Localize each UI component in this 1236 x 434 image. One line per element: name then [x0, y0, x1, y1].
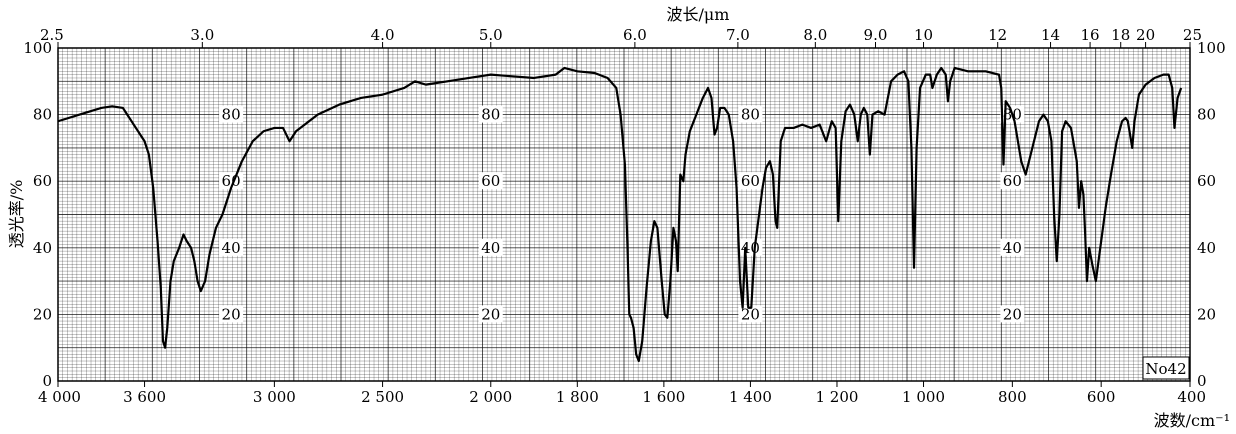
inner-label: 40	[741, 239, 760, 257]
bottom-tick-label: 2 500	[361, 388, 404, 406]
inner-label-bg	[738, 172, 763, 190]
bottom-tick-label: 400	[1177, 388, 1206, 406]
top-tick-label: 16	[1081, 26, 1100, 44]
spectrum-line	[57, 66, 1183, 363]
inner-label: 60	[1003, 172, 1022, 190]
right-tick-label: 80	[1197, 106, 1216, 124]
inner-label: 40	[481, 239, 500, 257]
top-tick-label: 8.0	[803, 26, 827, 44]
inner-label: 20	[741, 305, 760, 323]
left-tick-label: 60	[33, 172, 52, 190]
bottom-axis-ticks: 4 000 3 600 3 000 2 500 2 000 1 800 1 600 1 400…	[38, 381, 1206, 406]
inner-label-bg	[219, 172, 244, 190]
top-tick-label: 10	[914, 26, 933, 44]
left-axis-ticks: 0 20 40 60 80 100	[23, 39, 52, 390]
bottom-tick-label: 1 800	[556, 388, 599, 406]
top-axis-ticks: 2.5 3.0 4.0 5.0 6.0 7.0 8.0 9.0 10 12 14 16 18 20 25	[40, 26, 1202, 48]
inner-label-bg	[478, 238, 503, 256]
sample-id: No42	[1145, 360, 1186, 378]
top-tick-label: 3.0	[190, 26, 214, 44]
inner-label: 60	[741, 172, 760, 190]
right-tick-label: 0	[1197, 372, 1207, 390]
left-axis-title: 透光率/%	[7, 180, 26, 249]
top-tick-label: 12	[988, 26, 1007, 44]
right-tick-label: 60	[1197, 172, 1216, 190]
inner-label-bg	[478, 105, 503, 123]
top-tick-label: 4.0	[371, 26, 395, 44]
inner-label: 40	[222, 239, 241, 257]
inner-label-bg	[478, 172, 503, 190]
top-tick-label: 20	[1136, 26, 1155, 44]
inner-label-bg	[219, 305, 244, 323]
bottom-axis-title: 波数/cm⁻¹	[1154, 411, 1230, 430]
inner-label-bg	[1000, 172, 1025, 190]
bottom-tick-label: 800	[998, 388, 1027, 406]
bottom-tick-label: 4 000	[38, 388, 81, 406]
inner-label: 80	[481, 106, 500, 124]
bottom-tick-label: 3 600	[123, 388, 166, 406]
inner-label: 20	[222, 305, 241, 323]
top-tick-label: 2.5	[40, 26, 64, 44]
inner-label-bg	[219, 238, 244, 256]
bottom-tick-label: 1 600	[642, 388, 685, 406]
bottom-tick-label: 3 000	[253, 388, 296, 406]
inner-label: 40	[1003, 239, 1022, 257]
inner-label-bg	[219, 105, 244, 123]
inner-label-bg	[738, 305, 763, 323]
bottom-tick-label: 1 200	[815, 388, 858, 406]
sample-id-box	[1142, 356, 1190, 380]
right-tick-label: 100	[1197, 39, 1226, 57]
top-tick-label: 18	[1111, 26, 1130, 44]
left-tick-label: 100	[23, 39, 52, 57]
left-tick-label: 0	[42, 372, 52, 390]
top-tick-label: 14	[1041, 26, 1060, 44]
left-tick-label: 80	[33, 106, 52, 124]
bottom-tick-label: 600	[1087, 388, 1116, 406]
top-axis-title: 波长/μm	[667, 5, 730, 24]
inner-label-bg	[1000, 238, 1025, 256]
bottom-tick-label: 1 400	[729, 388, 772, 406]
inner-label: 80	[741, 106, 760, 124]
top-tick-label: 25	[1183, 26, 1202, 44]
inner-label: 20	[1003, 305, 1022, 323]
top-tick-label: 5.0	[479, 26, 503, 44]
bottom-tick-label: 1 000	[902, 388, 945, 406]
inner-label: 60	[481, 172, 500, 190]
top-tick-label: 9.0	[864, 26, 888, 44]
left-tick-label: 20	[33, 305, 52, 323]
plot-frame	[57, 47, 1191, 382]
inner-label-bg	[738, 105, 763, 123]
inner-label-bg	[1000, 305, 1025, 323]
inner-label: 80	[222, 106, 241, 124]
bottom-tick-label: 2 000	[469, 388, 512, 406]
right-tick-label: 20	[1197, 305, 1216, 323]
top-tick-label: 7.0	[726, 26, 750, 44]
right-tick-label: 40	[1197, 239, 1216, 257]
inner-label-bg	[478, 305, 503, 323]
top-tick-label: 6.0	[623, 26, 647, 44]
inner-label: 20	[481, 305, 500, 323]
left-tick-label: 40	[33, 239, 52, 257]
right-axis-ticks: 0 20 40 60 80 100	[1197, 39, 1226, 390]
chart-grid	[58, 48, 1190, 381]
